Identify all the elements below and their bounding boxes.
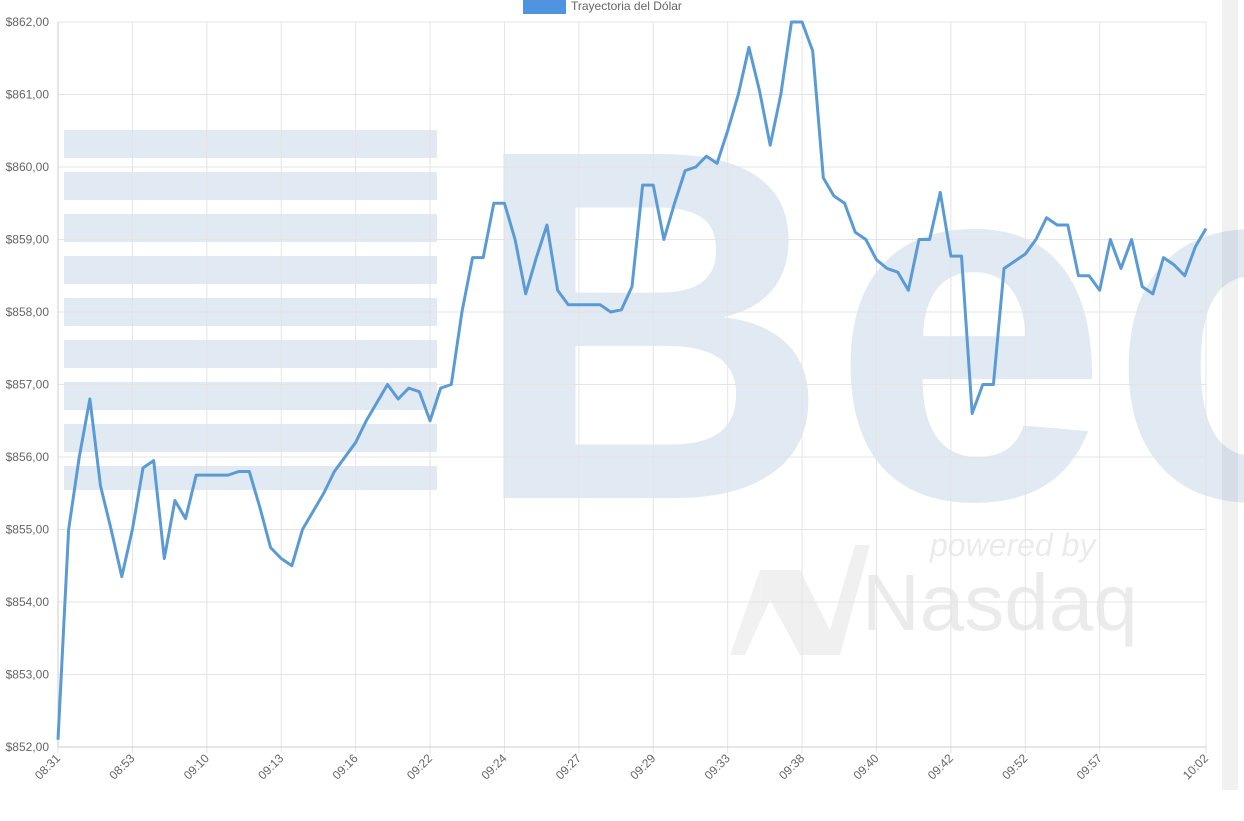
- x-tick-label: 09:57: [1074, 751, 1105, 782]
- y-tick-label: $853,00: [6, 668, 50, 682]
- x-tick-label: 09:27: [553, 751, 584, 782]
- watermark-logo: Bec: [470, 45, 1244, 604]
- x-tick-label: 09:24: [478, 751, 509, 782]
- x-tick-label: 08:53: [106, 751, 137, 782]
- x-tick-label: 08:31: [32, 751, 63, 782]
- x-tick-label: 10:02: [1180, 751, 1211, 782]
- x-tick-label: 09:29: [627, 751, 658, 782]
- y-tick-label: $861,00: [6, 88, 50, 102]
- y-tick-label: $856,00: [6, 450, 50, 464]
- y-tick-label: $859,00: [6, 233, 50, 247]
- x-tick-label: 09:40: [850, 751, 881, 782]
- legend-label: Trayectoria del Dólar: [571, 0, 682, 13]
- x-tick-label: 09:22: [404, 751, 435, 782]
- x-tick-label: 09:42: [925, 751, 956, 782]
- y-tick-label: $855,00: [6, 523, 50, 537]
- x-tick-label: 09:52: [999, 751, 1030, 782]
- x-tick-label: 09:13: [255, 751, 286, 782]
- y-tick-label: $858,00: [6, 305, 50, 319]
- x-tick-label: 09:38: [776, 751, 807, 782]
- x-tick-label: 09:33: [702, 751, 733, 782]
- scrollbar: [1222, 0, 1238, 790]
- y-tick-label: $860,00: [6, 160, 50, 174]
- y-tick-label: $852,00: [6, 740, 50, 754]
- watermark: Bec: [64, 45, 1244, 604]
- y-tick-label: $854,00: [6, 595, 50, 609]
- y-tick-label: $862,00: [6, 15, 50, 29]
- x-tick-label: 09:10: [181, 751, 212, 782]
- data-line: [56, 20, 1208, 740]
- legend-swatch: [523, 0, 566, 14]
- watermark-tagline: powered by: [929, 527, 1097, 563]
- y-tick-label: $857,00: [6, 378, 50, 392]
- x-tick-label: 09:16: [330, 751, 361, 782]
